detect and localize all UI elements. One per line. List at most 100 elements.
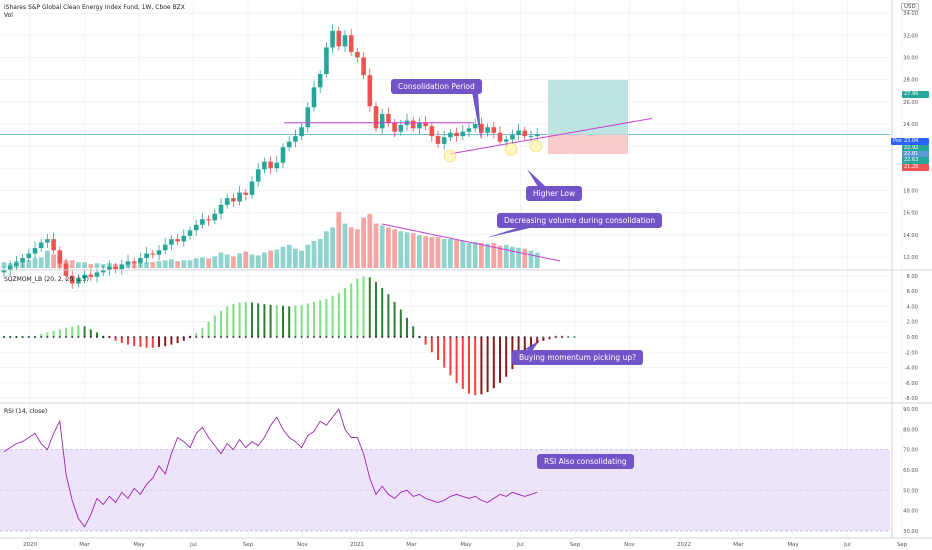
- price-axis-label: 26.00: [903, 100, 918, 106]
- volume-bar: [293, 248, 298, 268]
- squeeze-dot: [108, 336, 111, 338]
- time-axis-label: May: [133, 542, 145, 548]
- time-axis-label: 2021: [350, 542, 364, 548]
- candle-body: [435, 136, 441, 144]
- squeeze-dot: [554, 336, 557, 338]
- higher-low-marker: [529, 139, 543, 153]
- volume-bar: [441, 239, 447, 268]
- volume-bar: [324, 231, 329, 268]
- volume-bar: [466, 242, 472, 268]
- volume-bar: [497, 245, 503, 268]
- time-axis-label: Mar: [406, 542, 417, 548]
- squeeze-dot: [461, 336, 464, 338]
- squeeze-dot: [9, 336, 12, 338]
- volume-bar: [1, 262, 7, 268]
- trade-zones: [548, 80, 628, 155]
- candle-body: [423, 122, 428, 127]
- time-axis-label: 2022: [677, 542, 691, 548]
- callout-higher-low[interactable]: Higher Low: [526, 186, 583, 201]
- squeeze-dot: [269, 336, 272, 338]
- volume-bar: [299, 250, 304, 268]
- squeeze-dot: [226, 336, 229, 338]
- volume-bar: [423, 236, 428, 268]
- price-axis-label: 18.00: [903, 188, 918, 194]
- time-axis-label: Sep: [243, 542, 254, 548]
- squeeze-dot: [182, 336, 185, 338]
- volume-bar: [491, 242, 497, 268]
- volume-bar: [206, 258, 211, 268]
- candle-body: [398, 125, 404, 132]
- post-price-label: Post: [891, 138, 904, 145]
- price-tag-2: 22.81: [902, 151, 929, 158]
- volume-bar: [243, 251, 249, 268]
- higher-low-marker: [504, 143, 518, 156]
- squeeze-dot: [102, 336, 105, 338]
- rsi-pane: [0, 408, 890, 532]
- squeeze-dot: [344, 336, 346, 338]
- candle-body: [125, 261, 131, 265]
- time-axis-label: Jul: [516, 542, 524, 548]
- squeeze-dot: [207, 336, 210, 338]
- callout-buying-momentum[interactable]: Buying momentum picking up?: [512, 350, 644, 365]
- volume-bar: [94, 263, 100, 268]
- candle-body: [441, 137, 447, 144]
- candle-body: [417, 122, 422, 129]
- candle-body: [448, 132, 453, 138]
- volume-trendline: [381, 223, 561, 262]
- squeeze-dot: [505, 336, 508, 338]
- squeeze-dot: [437, 336, 439, 338]
- currency-label[interactable]: USD: [901, 3, 919, 11]
- time-axis-label: Nov: [297, 542, 308, 548]
- volume-bar: [237, 253, 242, 268]
- volume-bar: [200, 257, 205, 268]
- volume-bar: [231, 256, 236, 268]
- squeeze-dot: [418, 336, 421, 338]
- callout-rsi-consolidating[interactable]: RSI Also consolidating: [537, 454, 634, 469]
- candle-body: [348, 35, 354, 52]
- candle-body: [181, 235, 187, 242]
- candle-body: [410, 120, 416, 129]
- squeeze-dot: [201, 336, 204, 338]
- squeeze-dot: [282, 336, 284, 338]
- volume-bar: [342, 223, 348, 268]
- momentum-axis-label: 4.00: [906, 304, 918, 310]
- candle-body: [144, 253, 149, 259]
- candle-body: [286, 141, 292, 148]
- volume-bar: [286, 244, 292, 268]
- momentum-axis-label: 8.00: [906, 274, 918, 280]
- candle-body: [510, 135, 515, 140]
- volume-bar: [311, 240, 317, 268]
- stop-zone: [548, 134, 628, 155]
- candle-body: [373, 106, 379, 129]
- candle-body: [100, 270, 106, 273]
- volume-bar: [429, 237, 435, 268]
- squeeze-dot: [275, 336, 278, 338]
- squeeze-dot: [114, 336, 117, 338]
- volume-bar: [268, 250, 273, 268]
- squeeze-dot: [406, 336, 408, 338]
- rsi-axis-label: 50.00: [903, 488, 918, 494]
- candle-body: [206, 219, 211, 221]
- momentum-axis-label: 6.00: [906, 289, 918, 295]
- momentum-axis-label: -8.00: [905, 396, 918, 402]
- time-axis-label: Sep: [570, 542, 581, 548]
- callout-decreasing-volume[interactable]: Decreasing volume during consolidation: [497, 213, 663, 228]
- squeeze-dot: [530, 336, 532, 338]
- squeeze-dot: [542, 336, 545, 338]
- volume-bar: [280, 246, 286, 268]
- callout-consolidation-period[interactable]: Consolidation Period: [391, 79, 482, 94]
- squeeze-dot: [158, 336, 160, 338]
- squeeze-dot: [399, 336, 402, 338]
- squeeze-dot: [368, 336, 371, 338]
- volume-bar: [454, 239, 459, 268]
- squeeze-dot: [52, 336, 55, 338]
- candle-body: [379, 113, 385, 129]
- higher-low-trendline: [449, 117, 653, 155]
- candle-body: [274, 162, 280, 169]
- momentum-axis-label: 2.00: [906, 320, 918, 326]
- squeeze-dot: [381, 336, 384, 338]
- volume-bar: [503, 244, 509, 268]
- squeeze-dot: [96, 336, 98, 338]
